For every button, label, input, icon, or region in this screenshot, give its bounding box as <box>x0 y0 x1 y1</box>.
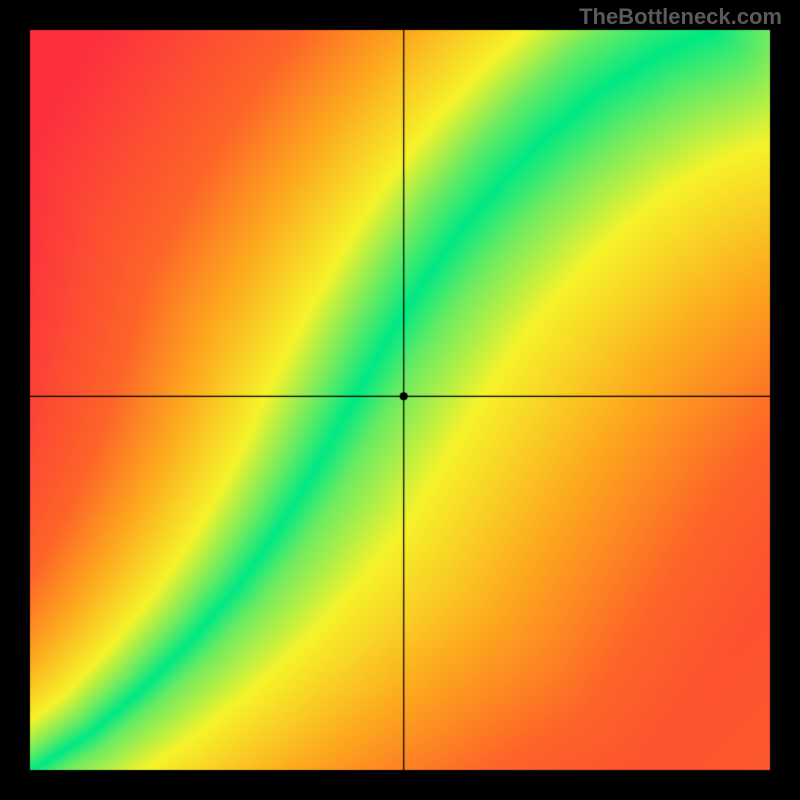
heatmap-canvas <box>0 0 800 800</box>
watermark-text: TheBottleneck.com <box>579 4 782 30</box>
chart-container: TheBottleneck.com <box>0 0 800 800</box>
